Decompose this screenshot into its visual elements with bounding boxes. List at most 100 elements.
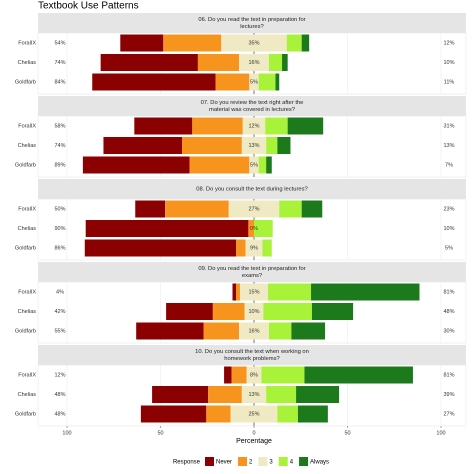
- right-total-label: 5%: [445, 245, 453, 251]
- left-total-label: 4%: [56, 289, 64, 295]
- bar-segment: [84, 239, 237, 257]
- bar-segment: [282, 54, 288, 71]
- center-label: 0%: [250, 226, 258, 232]
- bar-segment: [182, 137, 242, 154]
- right-total-label: 31%: [443, 123, 454, 129]
- left-total-label: 86%: [54, 245, 65, 251]
- row-label: Goldfarb: [15, 162, 36, 168]
- bar-segment: [244, 303, 264, 320]
- row-label: ForalIX: [18, 206, 36, 212]
- bar-segment: [246, 366, 262, 384]
- left-total-label: 54%: [54, 40, 65, 46]
- bar-segment: [262, 239, 272, 257]
- bar-segment: [85, 220, 249, 237]
- row-label: ForalIX: [18, 372, 36, 378]
- row-label: ForalIX: [18, 40, 36, 46]
- bar-segment: [166, 303, 213, 320]
- right-total-label: 81%: [443, 372, 454, 378]
- bar-segment: [140, 405, 207, 423]
- row-label: Goldfarb: [15, 79, 36, 85]
- row-label: ForalIX: [18, 123, 36, 129]
- row-label: Chelias: [18, 226, 37, 232]
- center-label: 16%: [248, 60, 259, 66]
- row-label: Goldfarb: [15, 411, 36, 417]
- panel-title: material was covered in lectures?: [209, 107, 296, 113]
- bar-segment: [266, 386, 297, 403]
- bar-segment: [197, 54, 240, 71]
- left-total-label: 74%: [54, 60, 65, 66]
- bar-segment: [203, 322, 240, 340]
- left-total-label: 55%: [54, 328, 65, 334]
- bar-segment: [224, 366, 232, 384]
- panel-strip: [38, 179, 466, 199]
- center-label: 10%: [248, 309, 259, 315]
- bar-segment: [230, 405, 278, 423]
- x-tick-label: 50: [157, 430, 163, 436]
- x-axis-title: Percentage: [236, 438, 272, 445]
- bar-segment: [134, 117, 193, 135]
- bar-segment: [232, 283, 237, 301]
- x-tick-label: 100: [436, 430, 445, 436]
- right-total-label: 10%: [443, 60, 454, 66]
- panel-title: homework problems?: [224, 356, 280, 362]
- bar-segment: [301, 200, 323, 218]
- bar-segment: [239, 322, 269, 340]
- bar-segment: [275, 73, 280, 91]
- bar-segment: [304, 366, 413, 384]
- center-label: 5%: [250, 162, 258, 168]
- right-total-label: 27%: [443, 411, 454, 417]
- bar-segment: [163, 34, 222, 52]
- center-label: 8%: [250, 372, 258, 378]
- legend-label: 4: [290, 460, 294, 466]
- panel-title: 07. Do you review the text right after t…: [201, 100, 304, 106]
- bar-segment: [136, 322, 204, 340]
- center-label: 27%: [248, 206, 259, 212]
- bar-segment: [311, 303, 354, 320]
- bar-segment: [301, 34, 310, 52]
- bar-segment: [266, 156, 272, 174]
- bar-segment: [277, 405, 298, 423]
- bar-segment: [215, 73, 250, 91]
- row-label: Chelias: [18, 60, 37, 66]
- left-total-label: 58%: [54, 123, 65, 129]
- panel-title: 06. Do you read the text in preparation …: [198, 17, 305, 23]
- bar-segment: [266, 137, 278, 154]
- center-label: 12%: [248, 123, 259, 129]
- bar-segment: [239, 54, 269, 71]
- center-label: 25%: [248, 411, 259, 417]
- bar-segment: [265, 117, 288, 135]
- right-total-label: 7%: [445, 162, 453, 168]
- right-total-label: 23%: [443, 206, 454, 212]
- legend-swatch: [205, 457, 214, 466]
- left-total-label: 90%: [54, 226, 65, 232]
- right-total-label: 30%: [443, 328, 454, 334]
- bar-segment: [103, 137, 183, 154]
- center-label: 5%: [250, 79, 258, 85]
- x-tick-label: 50: [344, 430, 350, 436]
- bar-segment: [242, 117, 266, 135]
- bar-segment: [287, 117, 324, 135]
- bar-segment: [236, 239, 246, 257]
- bar-segment: [221, 34, 287, 52]
- bar-segment: [100, 54, 198, 71]
- left-total-label: 12%: [54, 372, 65, 378]
- center-label: 13%: [248, 392, 259, 398]
- bar-segment: [120, 34, 164, 52]
- panel-strip: [38, 13, 466, 33]
- panel-title: lectures?: [240, 24, 264, 30]
- bar-segment: [277, 137, 291, 154]
- bar-segment: [249, 73, 259, 91]
- bar-segment: [296, 386, 340, 403]
- row-label: Chelias: [18, 392, 37, 398]
- center-label: 35%: [248, 40, 259, 46]
- bar-segment: [241, 137, 267, 154]
- legend-label: Never: [216, 460, 232, 466]
- left-total-label: 48%: [54, 411, 65, 417]
- x-tick-label: 0: [252, 430, 255, 436]
- left-total-label: 48%: [54, 392, 65, 398]
- left-total-label: 84%: [54, 79, 65, 85]
- bar-segment: [241, 386, 267, 403]
- bar-segment: [245, 239, 263, 257]
- legend-swatch: [299, 457, 309, 466]
